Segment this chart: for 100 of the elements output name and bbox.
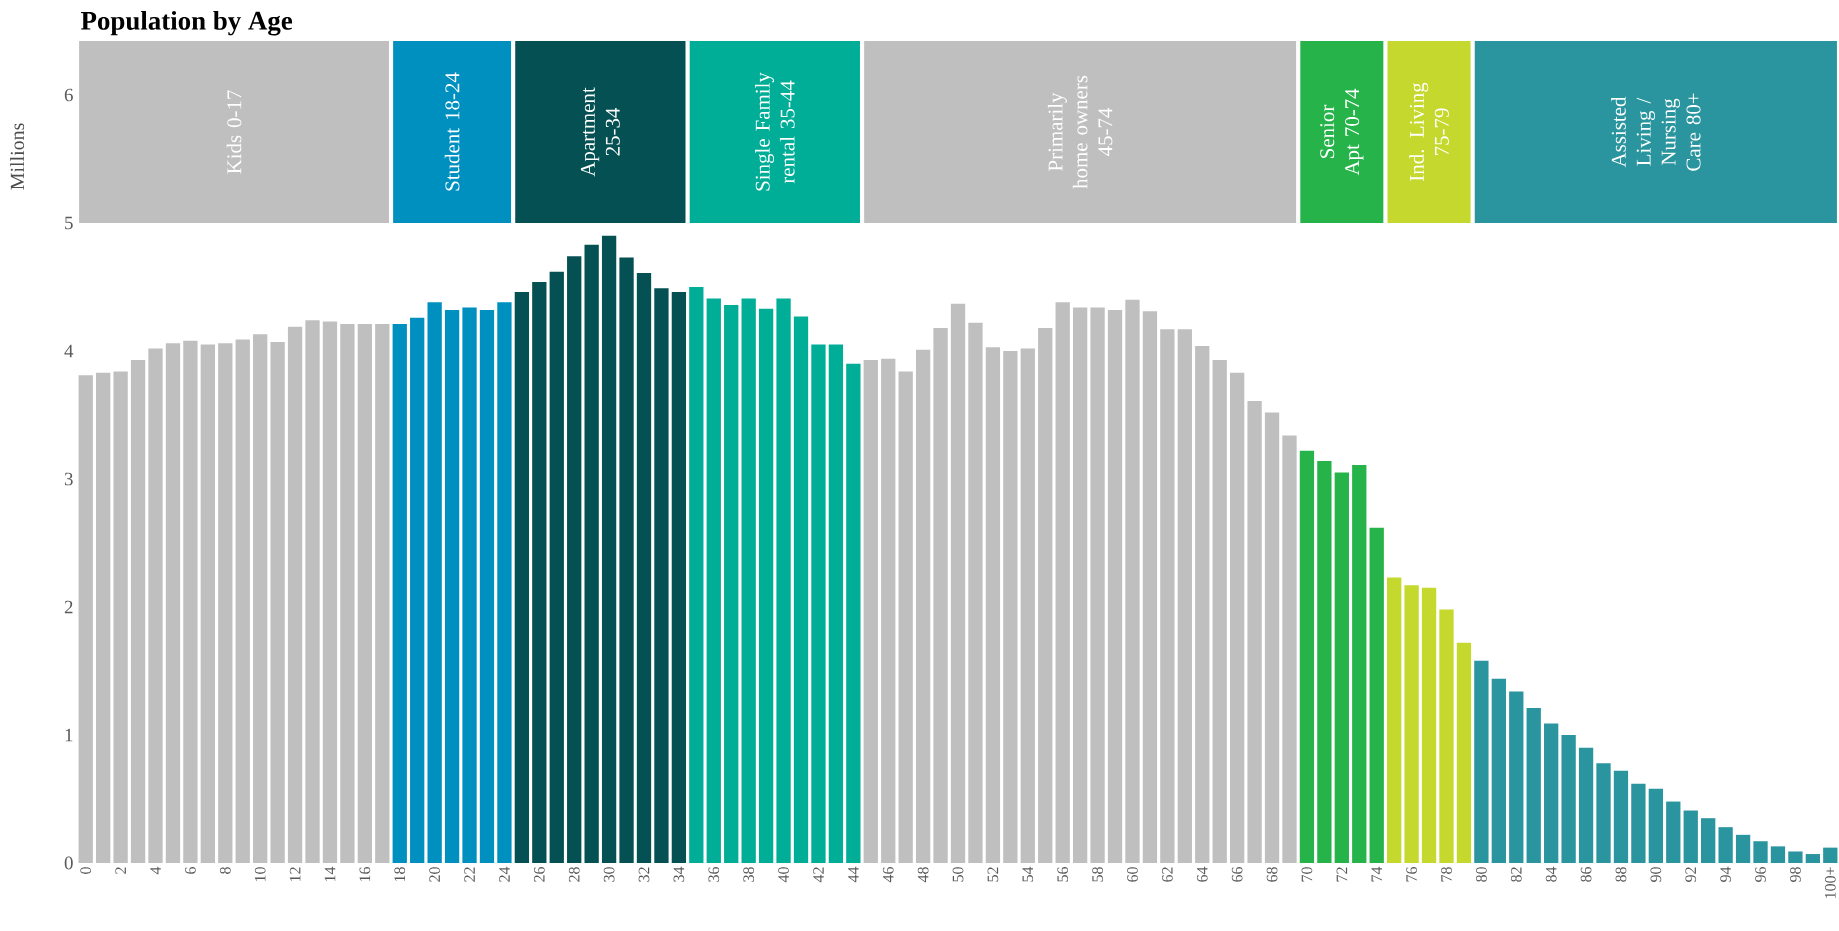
- x-tick-label: 68: [1266, 867, 1278, 882]
- x-tick-label: 32: [638, 867, 650, 882]
- bar: [148, 348, 163, 863]
- x-tick-label: 30: [603, 867, 615, 882]
- bar: [1735, 834, 1751, 863]
- y-tick-label: 6: [64, 88, 73, 102]
- bar: [253, 334, 268, 863]
- bar: [375, 324, 390, 863]
- bar: [1107, 310, 1123, 863]
- x-tick-label: 16: [359, 866, 371, 882]
- bar: [776, 298, 791, 863]
- bar: [758, 308, 774, 863]
- bar: [1387, 577, 1402, 863]
- bar: [584, 244, 599, 863]
- x-tick-label: 96: [1755, 866, 1766, 882]
- bar: [532, 281, 547, 863]
- bar: [357, 324, 373, 863]
- bar: [410, 317, 425, 863]
- x-tick-label: 42: [813, 867, 824, 883]
- bar: [1718, 827, 1733, 863]
- bar: [1072, 307, 1088, 863]
- bar: [1125, 299, 1140, 863]
- x-tick-label: 12: [289, 867, 301, 882]
- y-tick-label: 1: [65, 728, 73, 742]
- bar: [1456, 642, 1472, 863]
- bar: [1369, 527, 1384, 863]
- x-tick-label: 90: [1650, 867, 1662, 882]
- bar: [1788, 851, 1803, 863]
- bar: [671, 292, 687, 863]
- x-tick-label: 4: [150, 866, 161, 875]
- x-tick-label: 0: [80, 867, 92, 874]
- x-tick-label: 60: [1127, 867, 1138, 882]
- bar: [1421, 587, 1437, 863]
- x-tick-label: 82: [1510, 867, 1522, 882]
- bar: [1648, 788, 1663, 863]
- bar: [1352, 464, 1367, 863]
- annotation: Student 18-24: [444, 72, 460, 191]
- y-tick-label: 3: [64, 472, 73, 486]
- bar: [1334, 472, 1349, 863]
- x-tick-label: 20: [429, 867, 441, 882]
- annotation: Senior Apt 70-74: [1320, 88, 1364, 176]
- bar: [1212, 359, 1227, 863]
- x-tick-label: 74: [1371, 866, 1382, 882]
- bar: [322, 321, 338, 863]
- y-axis-title: Millions: [10, 123, 25, 190]
- bar: [828, 344, 844, 863]
- bar: [933, 327, 948, 863]
- bar: [340, 324, 355, 863]
- bar: [1160, 329, 1175, 863]
- x-tick-label: 22: [464, 867, 475, 882]
- x-tick-label: 98: [1790, 867, 1801, 882]
- bar: [200, 344, 215, 863]
- bar: [1805, 854, 1821, 863]
- x-tick-label: 40: [778, 867, 789, 883]
- annotation: Assisted Living / Nursing Care 80+: [1611, 93, 1701, 171]
- bar: [1282, 435, 1297, 863]
- bar: [1561, 735, 1576, 863]
- y-tick-label: 4: [64, 344, 74, 358]
- x-tick-label: 52: [987, 867, 999, 882]
- x-tick-label: 38: [743, 867, 755, 882]
- bar: [1770, 846, 1786, 863]
- annotation: Single Family rental 35-44: [755, 72, 795, 191]
- bar: [444, 310, 460, 863]
- x-tick-label: 56: [1057, 866, 1069, 882]
- x-tick-label: 84: [1545, 866, 1557, 882]
- bar: [427, 302, 442, 863]
- bar: [1317, 461, 1332, 863]
- x-tick-label: 78: [1441, 867, 1452, 882]
- bar: [1003, 351, 1018, 863]
- bar: [793, 316, 809, 863]
- bar: [619, 257, 634, 863]
- bar: [1055, 302, 1070, 863]
- bar: [706, 298, 721, 863]
- x-tick-label: 62: [1162, 867, 1173, 882]
- bar: [1509, 691, 1524, 863]
- bar: [1038, 327, 1053, 863]
- bar: [1020, 348, 1035, 863]
- bar: [1474, 660, 1489, 863]
- x-tick-label: 36: [708, 866, 720, 882]
- bar: [1177, 329, 1192, 863]
- bar: [1613, 770, 1629, 863]
- x-tick-label: 2: [115, 867, 126, 874]
- x-tick-label: 50: [952, 867, 964, 882]
- bar: [1229, 372, 1245, 863]
- bar: [985, 347, 1001, 863]
- bar: [514, 292, 530, 863]
- bar: [689, 287, 704, 863]
- bar: [1701, 818, 1716, 863]
- x-tick-label: 26: [533, 866, 545, 882]
- bar: [863, 359, 878, 863]
- bar: [846, 363, 861, 863]
- bar: [915, 349, 931, 863]
- x-tick-label: 70: [1301, 867, 1313, 882]
- bar: [1491, 678, 1506, 863]
- bar: [235, 339, 250, 863]
- bar: [549, 271, 564, 863]
- bar: [1264, 412, 1280, 863]
- x-tick-label: 28: [568, 867, 580, 882]
- x-tick-label: 72: [1336, 867, 1348, 882]
- bar: [601, 235, 617, 863]
